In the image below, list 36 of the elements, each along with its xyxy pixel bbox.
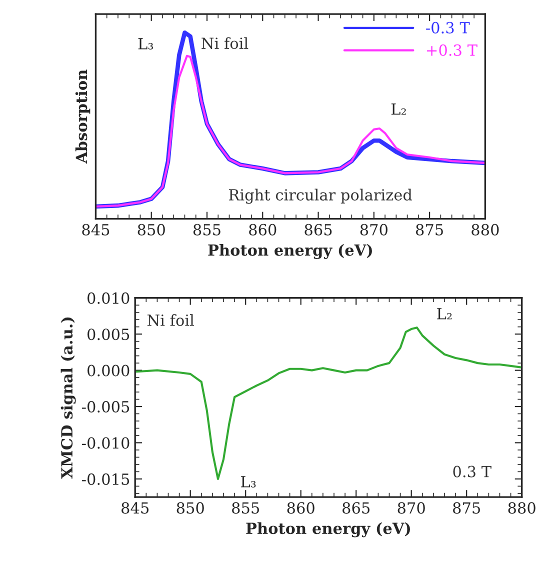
- x-tick-label: 845: [82, 224, 110, 236]
- y-tick-label: 0.000: [88, 364, 130, 376]
- x-tick-label: 860: [287, 502, 314, 514]
- x-tick-label: 845: [122, 502, 149, 514]
- x-axis-title: Photon energy (eV): [246, 522, 410, 538]
- x-tick-label: 870: [398, 502, 425, 514]
- y-tick-label: 0.010: [88, 292, 130, 304]
- x-tick-label: 850: [176, 502, 204, 514]
- annotation: L₂: [391, 103, 406, 115]
- x-tick-label: 850: [138, 224, 165, 236]
- x-tick-label: 870: [360, 224, 388, 236]
- annotation: L₃: [241, 476, 256, 488]
- x-tick-label: 880: [472, 224, 499, 236]
- y-tick-label: -0.005: [82, 400, 130, 413]
- annotation: Ni foil: [147, 314, 194, 326]
- y-axis-title: Absorption: [75, 70, 90, 164]
- x-tick-label: 860: [249, 224, 276, 236]
- annotation: Ni foil: [202, 37, 248, 50]
- x-tick-label: 855: [193, 224, 220, 236]
- x-tick-label: 865: [304, 224, 332, 236]
- annotation: Right circular polarized: [228, 188, 412, 204]
- x-tick-label: 880: [508, 502, 536, 514]
- annotation: L₂: [437, 308, 452, 320]
- text: -0.3 T: [426, 22, 470, 34]
- x-tick-label: 865: [342, 502, 370, 514]
- x-tick-label: 855: [232, 502, 260, 514]
- x-tick-label: 875: [453, 502, 480, 514]
- annotation: 0.3 T: [453, 466, 492, 478]
- x-tick-label: 875: [416, 224, 443, 236]
- y-axis-title: XMCD signal (a.u.): [60, 318, 76, 479]
- y-tick-label: 0.005: [88, 328, 130, 340]
- y-tick-label: -0.015: [82, 473, 130, 485]
- legend-label: +0.3 T: [427, 44, 478, 56]
- y-tick-label: -0.010: [82, 437, 130, 449]
- annotation: L₃: [138, 38, 154, 50]
- x-axis-title: Photon energy (eV): [208, 244, 372, 259]
